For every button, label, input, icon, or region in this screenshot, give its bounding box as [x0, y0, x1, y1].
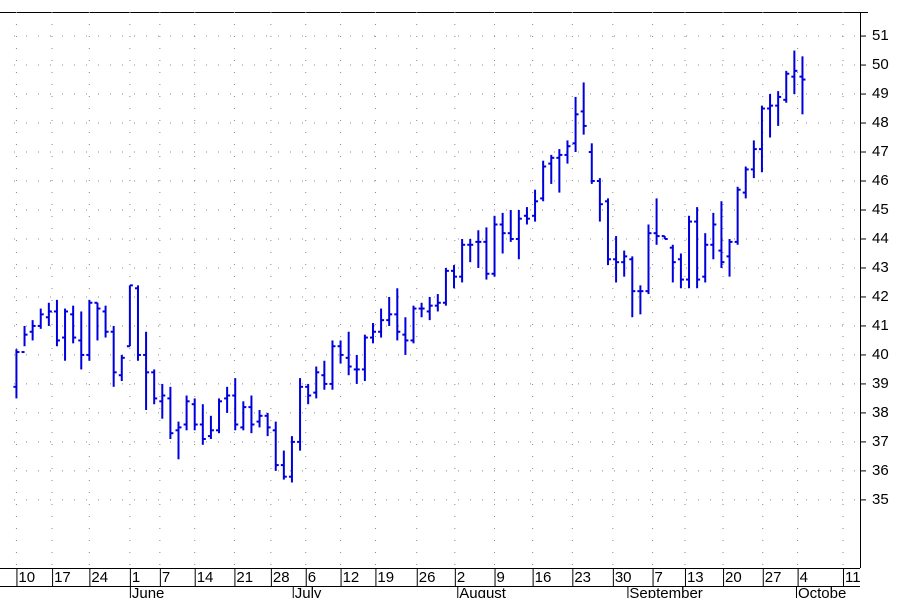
y-tick-label: 47	[872, 143, 889, 160]
x-tick-label: 30	[615, 569, 632, 586]
x-tick-label: 17	[54, 569, 71, 586]
y-tick-label: 51	[872, 27, 889, 44]
x-tick-label: 9	[497, 569, 505, 586]
y-tick-label: 38	[872, 404, 889, 421]
x-tick-label: 24	[91, 569, 108, 586]
y-tick-label: 35	[872, 491, 889, 508]
y-tick-label: 45	[872, 201, 889, 218]
month-label: June	[132, 585, 165, 598]
y-tick-label: 40	[872, 346, 889, 363]
x-tick-label: 28	[273, 569, 290, 586]
y-tick-label: 36	[872, 462, 889, 479]
x-tick-label: 7	[162, 569, 170, 586]
x-tick-label: 16	[535, 569, 552, 586]
x-tick-label: 10	[18, 569, 35, 586]
y-tick-label: 41	[872, 317, 889, 334]
month-label: August	[459, 585, 507, 598]
x-tick-label: 4	[800, 569, 808, 586]
y-tick-label: 37	[872, 433, 889, 450]
month-label: September	[629, 585, 702, 598]
month-label: Octobe	[798, 585, 846, 598]
x-tick-label: 19	[377, 569, 394, 586]
x-tick-label: 14	[197, 569, 214, 586]
x-tick-label: 7	[655, 569, 663, 586]
x-tick-label: 20	[725, 569, 742, 586]
y-tick-label: 44	[872, 230, 889, 247]
x-tick-label: 2	[457, 569, 465, 586]
y-tick-label: 46	[872, 172, 889, 189]
y-tick-label: 39	[872, 375, 889, 392]
y-tick-label: 49	[872, 85, 889, 102]
y-tick-label: 43	[872, 259, 889, 276]
x-tick-label: 13	[687, 569, 704, 586]
x-tick-label: 26	[419, 569, 436, 586]
x-tick-label: 11	[845, 569, 861, 586]
y-tick-label: 50	[872, 56, 889, 73]
x-tick-label: 6	[308, 569, 316, 586]
y-tick-label: 42	[872, 288, 889, 305]
x-tick-label: 21	[236, 569, 253, 586]
y-tick-label: 48	[872, 114, 889, 131]
x-tick-label: 12	[343, 569, 360, 586]
month-label: July	[295, 585, 322, 598]
x-tick-label: 23	[574, 569, 591, 586]
x-tick-label: 27	[765, 569, 782, 586]
x-tick-label: 1	[132, 569, 140, 586]
